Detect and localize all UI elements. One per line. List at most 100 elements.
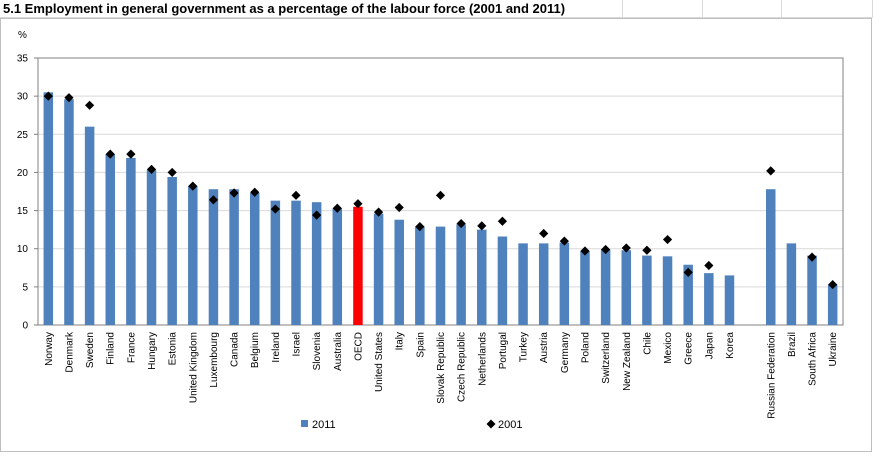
- x-tick-label: Brazil: [787, 332, 798, 357]
- bar-2011: [518, 243, 528, 325]
- marker-2001: [270, 204, 280, 214]
- marker-2001: [559, 236, 569, 246]
- bar-2011: [456, 224, 466, 325]
- x-tick-label: Slovenia: [312, 332, 323, 371]
- x-tick-label: Estonia: [168, 332, 179, 366]
- marker-2001: [539, 228, 549, 239]
- bar-2011: [642, 255, 652, 325]
- marker-2001: [188, 181, 198, 191]
- chart-svg: 0 5 10 15 20 25 30 35 Norway Denmark Sweden Finlan…: [17, 30, 844, 431]
- marker-2001: [683, 267, 693, 277]
- x-tick-label: Switzerland: [601, 332, 612, 384]
- bar-2011: [704, 273, 714, 325]
- x-tick-label: South Africa: [808, 332, 819, 386]
- marker-2001: [766, 166, 776, 176]
- x-tick-label: Spain: [415, 332, 426, 358]
- bar-2011: [724, 275, 735, 325]
- y-tick-label: 25: [17, 130, 29, 141]
- marker-2001: [167, 167, 177, 178]
- bar-2011: [188, 186, 198, 325]
- y-tick-label: 15: [17, 206, 29, 217]
- marker-2001: [642, 245, 652, 255]
- marker-2001: [373, 207, 384, 217]
- marker-2001: [312, 210, 322, 220]
- x-tick-label: OECD: [353, 332, 364, 361]
- x-tick-label: Ireland: [271, 332, 282, 363]
- marker-2001: [85, 100, 95, 110]
- marker-2001: [497, 216, 508, 226]
- bar-2011: [353, 206, 363, 325]
- x-tick-label: Japan: [704, 332, 715, 359]
- title-cell[interactable]: [0, 0, 623, 18]
- bar-2011: [786, 243, 797, 325]
- y-axis: 0 5 10 15 20 25 30 35: [17, 54, 38, 332]
- bar-2011: [435, 226, 446, 325]
- marker-2001: [105, 149, 115, 159]
- x-tick-label: Greece: [684, 332, 695, 365]
- x-tick-label: Mexico: [663, 332, 674, 364]
- marker-2001: [394, 202, 404, 213]
- bar-2011: [146, 170, 157, 325]
- x-tick-label: Austria: [539, 332, 550, 364]
- empty-cell[interactable]: [781, 0, 873, 18]
- legend-swatch-2001: [486, 419, 496, 429]
- bar-2011: [311, 202, 322, 325]
- bar-2011: [208, 189, 219, 325]
- bar-2011: [683, 264, 693, 325]
- bar-2011: [477, 229, 487, 325]
- x-tick-label: Portugal: [498, 332, 509, 369]
- bar-2011: [394, 219, 404, 325]
- legend-label-2011: 2011: [312, 419, 336, 431]
- marker-2001: [477, 221, 487, 231]
- bar-2011: [270, 200, 281, 325]
- bar-2011: [580, 251, 590, 325]
- bar-2011: [43, 92, 54, 325]
- marker-2001: [208, 195, 219, 205]
- x-tick-label: Korea: [725, 332, 736, 359]
- y-axis-unit-label: %: [18, 30, 27, 41]
- x-tick-label: Australia: [333, 332, 344, 371]
- empty-cell[interactable]: [702, 0, 782, 18]
- x-tick-label: Sweden: [85, 332, 96, 368]
- x-tick-label: Norway: [44, 332, 55, 366]
- bar-2011: [807, 255, 817, 325]
- marker-2001: [435, 190, 446, 200]
- x-tick-label: Canada: [230, 332, 241, 367]
- bar-2011: [64, 99, 74, 325]
- marker-2001: [580, 246, 590, 256]
- x-tick-label: Germany: [560, 332, 571, 373]
- bar-2011: [229, 189, 239, 325]
- y-tick-label: 30: [17, 92, 29, 103]
- marker-2001: [621, 243, 631, 253]
- bar-2011: [600, 249, 611, 325]
- empty-cell[interactable]: [622, 0, 703, 18]
- bar-2011: [373, 213, 384, 325]
- bar-2011: [621, 250, 632, 325]
- x-tick-label: Czech Republic: [457, 332, 468, 402]
- x-tick-label: United States: [374, 332, 385, 392]
- x-tick-label: Hungary: [147, 332, 158, 370]
- x-tick-label: Slovak Republic: [436, 332, 447, 404]
- bar-2011: [662, 256, 673, 325]
- marker-2001: [807, 252, 817, 262]
- marker-2001: [704, 260, 714, 271]
- y-tick-label: 10: [17, 244, 29, 255]
- x-tick-label: Chile: [642, 332, 653, 355]
- bar-2011: [538, 243, 549, 325]
- x-tick-label: Luxembourg: [209, 332, 220, 388]
- marker-2001: [43, 91, 53, 101]
- bar-2011: [497, 236, 508, 325]
- bar-2011: [332, 208, 343, 325]
- bar-2011: [84, 126, 95, 325]
- legend-swatch-2011: [301, 420, 308, 427]
- chart-area[interactable]: 0 5 10 15 20 25 30 35 Norway Denmark Sweden Finlan…: [0, 18, 872, 452]
- legend: 2011 2001: [301, 419, 522, 431]
- legend-label-2001: 2001: [498, 419, 522, 431]
- y-tick-label: 5: [22, 282, 28, 293]
- x-tick-label: Italy: [395, 332, 406, 350]
- x-tick-label: Denmark: [64, 331, 75, 373]
- y-tick-label: 35: [17, 54, 29, 65]
- x-axis: Norway Denmark Sweden Finland France Hungary E…: [44, 331, 839, 419]
- marker-2001: [353, 199, 363, 209]
